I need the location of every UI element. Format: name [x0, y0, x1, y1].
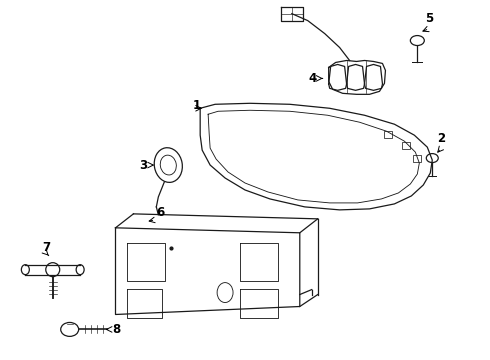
- Text: 7: 7: [43, 241, 51, 254]
- Text: 2: 2: [437, 132, 445, 145]
- Text: 1: 1: [193, 99, 201, 112]
- Text: 5: 5: [425, 12, 434, 25]
- Text: 8: 8: [112, 323, 121, 336]
- Text: 3: 3: [139, 158, 147, 172]
- Text: 6: 6: [156, 206, 165, 219]
- Text: 4: 4: [309, 72, 317, 85]
